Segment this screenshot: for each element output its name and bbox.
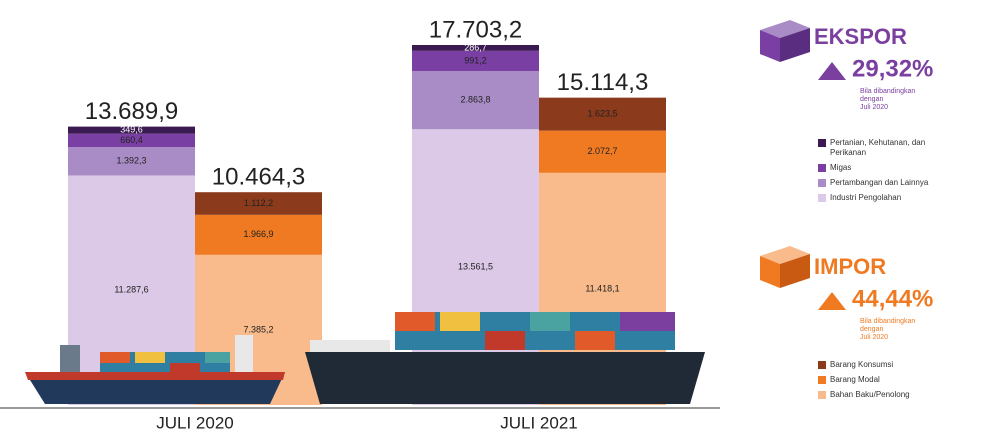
total-label: 17.703,2 (429, 16, 522, 43)
infographic: 11.287,6 1.392,3 660,4349,613.689,9 7.385,2… (0, 0, 987, 440)
value-label: 660,4 (120, 135, 143, 145)
legend-entry: Bahan Baku/Penolong (830, 390, 955, 400)
legend-label: Bahan Baku/Penolong (830, 390, 910, 399)
total-label: 13.689,9 (85, 98, 178, 125)
legend-label: Pertanian, Kehutanan, dan Perikanan (830, 138, 925, 157)
legend-entry: Pertambangan dan Lainnya (830, 178, 955, 188)
impor-icon (760, 246, 810, 288)
legend-swatch (818, 164, 826, 172)
value-label: 13.561,5 (458, 261, 493, 271)
group-title: IMPOR (814, 254, 886, 279)
x-tick-label: JULI 2021 (500, 413, 578, 432)
value-label: 2.863,8 (460, 94, 490, 104)
legend-swatch (818, 139, 826, 147)
legend-swatch (818, 391, 826, 399)
legend-label: Migas (830, 163, 851, 172)
change-label: 29,32% (852, 55, 933, 82)
value-label: 286,7 (464, 42, 487, 52)
x-tick-label: JULI 2020 (156, 413, 234, 432)
group-title: EKSPOR (814, 24, 907, 49)
value-label: 7.385,2 (243, 324, 273, 334)
value-label: 11.287,6 (114, 285, 148, 295)
note: dengan (860, 326, 883, 333)
value-label: 1.966,9 (243, 229, 273, 239)
total-label: 15.114,3 (557, 69, 649, 96)
value-label: 1.623,5 (587, 109, 617, 119)
total-label: 10.464,3 (212, 164, 305, 191)
note: Juli 2020 (860, 104, 888, 111)
note: dengan (860, 96, 883, 103)
legend-swatch (818, 376, 826, 384)
change-label: 44,44% (852, 285, 933, 312)
legend-entry: Migas (830, 163, 955, 173)
value-label: 1.112,2 (244, 198, 273, 208)
note: Juli 2020 (860, 334, 888, 341)
legend-swatch (818, 194, 826, 202)
up-arrow (818, 292, 846, 310)
legend-swatch (818, 179, 826, 187)
value-label: 991,2 (464, 55, 487, 65)
value-label: 2.072,7 (587, 146, 617, 156)
note: Bila dibandingkan (860, 318, 915, 325)
ship-2021 (305, 312, 705, 404)
legend-entry: Barang Konsumsi (830, 360, 955, 370)
legend-label: Barang Konsumsi (830, 360, 893, 369)
ekspor-icon (760, 20, 810, 62)
chart: 11.287,6 1.392,3 660,4349,613.689,9 7.385,2… (0, 0, 987, 440)
legend-entry: Industri Pengolahan (830, 193, 955, 203)
up-arrow (818, 62, 846, 80)
legend-entry: Barang Modal (830, 375, 955, 385)
legend-label: Industri Pengolahan (830, 193, 901, 202)
value-label: 1.392,3 (116, 156, 146, 166)
note: Bila dibandingkan (860, 88, 915, 95)
legend-label: Pertambangan dan Lainnya (830, 178, 928, 187)
value-label: 349,6 (120, 125, 143, 135)
value-label: 11.418,1 (585, 283, 619, 293)
legend-entry: Pertanian, Kehutanan, dan Perikanan (830, 138, 955, 158)
legend-swatch (818, 361, 826, 369)
legend-label: Barang Modal (830, 375, 880, 384)
